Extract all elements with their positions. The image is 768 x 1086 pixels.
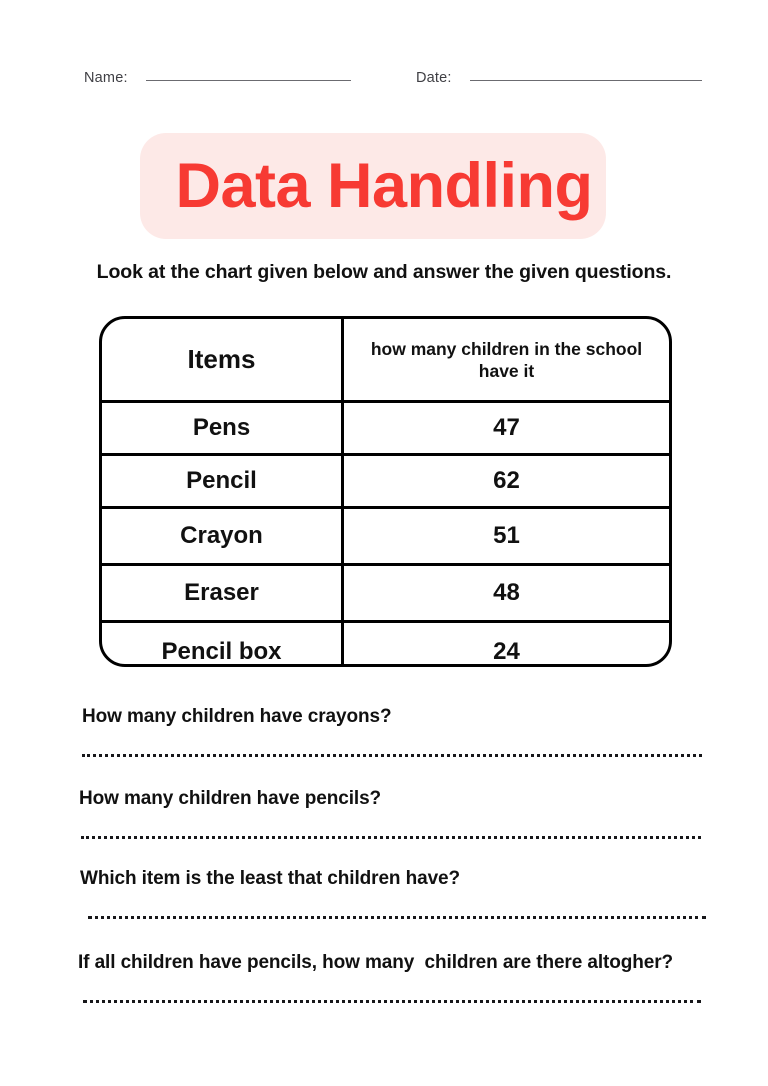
- title-banner: [140, 133, 606, 239]
- column-header-count: how many children in the school have it: [370, 338, 643, 381]
- cell-item-name: Eraser: [102, 566, 344, 620]
- question-3: Which item is the least that children ha…: [0, 868, 768, 919]
- cell-item-name: Pencil box: [102, 623, 344, 664]
- cell-item-count: 62: [493, 467, 520, 494]
- question-text: Which item is the least that children ha…: [80, 868, 461, 889]
- questions-section: How many children have crayons? How many…: [0, 706, 768, 1003]
- question-4: If all children have pencils, how many c…: [0, 952, 768, 1003]
- table-row: Pencil 62: [102, 456, 669, 509]
- cell-item-name: Crayon: [102, 509, 344, 563]
- answer-line-2[interactable]: [81, 824, 701, 839]
- answer-line-3[interactable]: [88, 904, 706, 919]
- data-table: Items how many children in the school ha…: [99, 316, 672, 667]
- instruction-text: Look at the chart given below and answer…: [96, 261, 672, 283]
- page-title: Data Handling: [175, 151, 593, 221]
- table-row: Crayon 51: [102, 509, 669, 566]
- answer-line-1[interactable]: [82, 742, 702, 757]
- column-header-items: Items: [102, 319, 344, 400]
- cell-item-count: 47: [493, 414, 520, 441]
- table-header-row: Items how many children in the school ha…: [102, 319, 669, 403]
- date-label: Date:: [416, 70, 452, 86]
- student-info-row: Name: Date:: [0, 70, 768, 98]
- question-text: If all children have pencils, how many c…: [78, 952, 674, 973]
- question-text: How many children have pencils?: [79, 788, 382, 809]
- cell-item-count: 24: [493, 637, 520, 665]
- question-text: How many children have crayons?: [82, 706, 392, 727]
- date-field: Date:: [416, 70, 702, 86]
- name-label: Name:: [84, 70, 128, 86]
- name-field: Name:: [84, 70, 351, 86]
- table-row: Pens 47: [102, 403, 669, 456]
- cell-item-name: Pens: [102, 403, 344, 453]
- question-1: How many children have crayons?: [0, 706, 768, 757]
- question-2: How many children have pencils?: [0, 788, 768, 839]
- cell-item-count: 51: [493, 522, 520, 549]
- date-input-line[interactable]: [469, 80, 702, 81]
- name-input-line[interactable]: [145, 80, 351, 81]
- cell-item-name: Pencil: [102, 456, 344, 506]
- table-row: Pencil box 24: [102, 623, 669, 665]
- answer-line-4[interactable]: [83, 988, 701, 1003]
- cell-item-count: 48: [493, 579, 520, 606]
- table-row: Eraser 48: [102, 566, 669, 623]
